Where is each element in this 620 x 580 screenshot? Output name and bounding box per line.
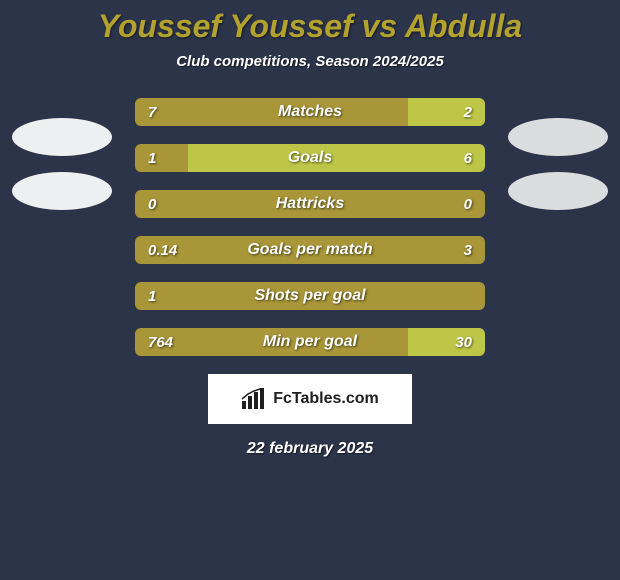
stat-row: Min per goal76430 (0, 328, 620, 356)
player-avatar-right (508, 118, 608, 156)
player-avatar-left (12, 118, 112, 156)
player-avatar-left (12, 172, 112, 210)
bar-track (135, 236, 485, 264)
bar-right (408, 328, 485, 356)
bar-track (135, 190, 485, 218)
player-avatar-right (508, 172, 608, 210)
bar-track (135, 328, 485, 356)
bar-right (188, 144, 486, 172)
logo-box: FcTables.com (208, 374, 412, 424)
bar-left (135, 282, 485, 310)
stat-row: Goals per match0.143 (0, 236, 620, 264)
bar-left (135, 98, 408, 126)
bar-left (135, 236, 485, 264)
bar-track (135, 144, 485, 172)
bar-track (135, 98, 485, 126)
logo-text: FcTables.com (273, 390, 379, 408)
subtitle: Club competitions, Season 2024/2025 (0, 53, 620, 70)
headline: Youssef Youssef vs Abdulla (0, 8, 620, 45)
bar-left (135, 328, 408, 356)
bar-left (135, 144, 188, 172)
bar-right (408, 98, 485, 126)
bar-left (135, 190, 485, 218)
comparison-infographic: Youssef Youssef vs Abdulla Club competit… (0, 0, 620, 580)
bar-chart-icon (241, 388, 267, 410)
bar-track (135, 282, 485, 310)
stat-row: Shots per goal1 (0, 282, 620, 310)
date-text: 22 february 2025 (0, 440, 620, 458)
